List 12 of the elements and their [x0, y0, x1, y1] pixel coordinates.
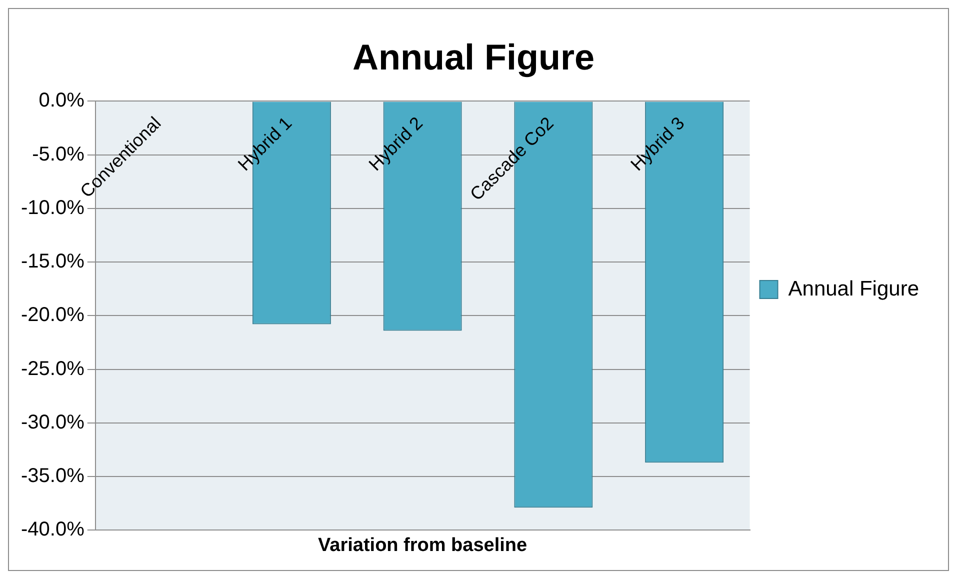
y-tick-label: -40.0% — [20, 518, 85, 541]
y-tick-label: -20.0% — [20, 304, 85, 326]
chart-title: Annual Figure — [352, 36, 594, 78]
y-tick-label: -35.0% — [20, 465, 85, 488]
y-tick-label: -5.0% — [32, 143, 85, 166]
x-axis-title: Variation from baseline — [318, 534, 528, 556]
y-tick-label: -10.0% — [20, 196, 85, 219]
legend-label: Annual Figure — [788, 277, 919, 300]
y-tick-label: -30.0% — [20, 411, 85, 434]
y-tick-label: -25.0% — [20, 358, 85, 380]
y-tick-label: 0.0% — [38, 90, 85, 112]
y-tick-label: -15.0% — [20, 250, 85, 273]
